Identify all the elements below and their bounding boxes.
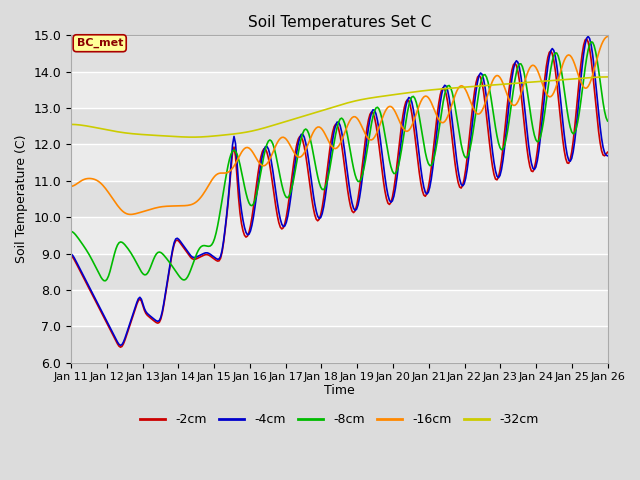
-32cm — [133, 131, 141, 137]
-2cm — [246, 223, 254, 229]
-32cm — [246, 129, 254, 134]
Bar — [71, 72, 607, 108]
Bar — [71, 290, 607, 326]
-8cm — [575, 110, 583, 116]
-32cm — [575, 75, 583, 81]
-8cm — [102, 278, 109, 284]
-2cm — [604, 149, 611, 155]
-2cm — [303, 162, 311, 168]
Bar — [71, 326, 607, 362]
-16cm — [575, 75, 583, 81]
-4cm — [246, 228, 254, 234]
-8cm — [255, 177, 263, 183]
-32cm — [604, 74, 611, 80]
-2cm — [575, 77, 583, 83]
-8cm — [134, 264, 142, 269]
Bar — [71, 36, 607, 72]
-8cm — [303, 127, 311, 133]
-4cm — [604, 153, 611, 158]
-16cm — [246, 146, 254, 152]
-16cm — [255, 160, 263, 166]
Line: -32cm: -32cm — [71, 77, 607, 137]
X-axis label: Time: Time — [324, 384, 355, 396]
-16cm — [67, 183, 75, 189]
-2cm — [67, 253, 75, 259]
-2cm — [228, 150, 236, 156]
Line: -4cm: -4cm — [71, 36, 607, 346]
Y-axis label: Soil Temperature (C): Soil Temperature (C) — [15, 135, 28, 263]
Line: -2cm: -2cm — [71, 39, 607, 347]
-4cm — [116, 343, 124, 348]
-32cm — [188, 134, 196, 140]
-32cm — [228, 131, 236, 137]
Bar — [71, 253, 607, 290]
Legend: -2cm, -4cm, -8cm, -16cm, -32cm: -2cm, -4cm, -8cm, -16cm, -32cm — [135, 408, 543, 431]
-32cm — [67, 121, 75, 127]
-2cm — [134, 298, 142, 303]
Title: Soil Temperatures Set C: Soil Temperatures Set C — [248, 15, 431, 30]
Bar — [71, 181, 607, 217]
-2cm — [116, 344, 124, 350]
-8cm — [228, 148, 236, 154]
-4cm — [575, 94, 583, 100]
-16cm — [228, 165, 236, 171]
Bar — [71, 108, 607, 144]
-16cm — [134, 210, 142, 216]
-4cm — [134, 296, 142, 301]
Bar — [71, 217, 607, 253]
-4cm — [303, 148, 311, 154]
-8cm — [588, 39, 595, 45]
-8cm — [604, 118, 611, 124]
Text: BC_met: BC_met — [77, 38, 123, 48]
Bar — [71, 144, 607, 181]
Line: -8cm: -8cm — [71, 42, 607, 281]
-16cm — [303, 144, 311, 149]
-4cm — [255, 171, 263, 177]
-16cm — [604, 34, 611, 39]
-2cm — [583, 36, 591, 42]
-4cm — [228, 142, 236, 148]
-16cm — [127, 212, 135, 217]
-32cm — [255, 126, 263, 132]
-2cm — [255, 162, 263, 168]
-8cm — [246, 203, 254, 208]
Line: -16cm: -16cm — [71, 36, 607, 215]
-4cm — [67, 251, 75, 257]
-32cm — [303, 112, 311, 118]
-8cm — [67, 228, 75, 234]
-4cm — [584, 34, 592, 39]
